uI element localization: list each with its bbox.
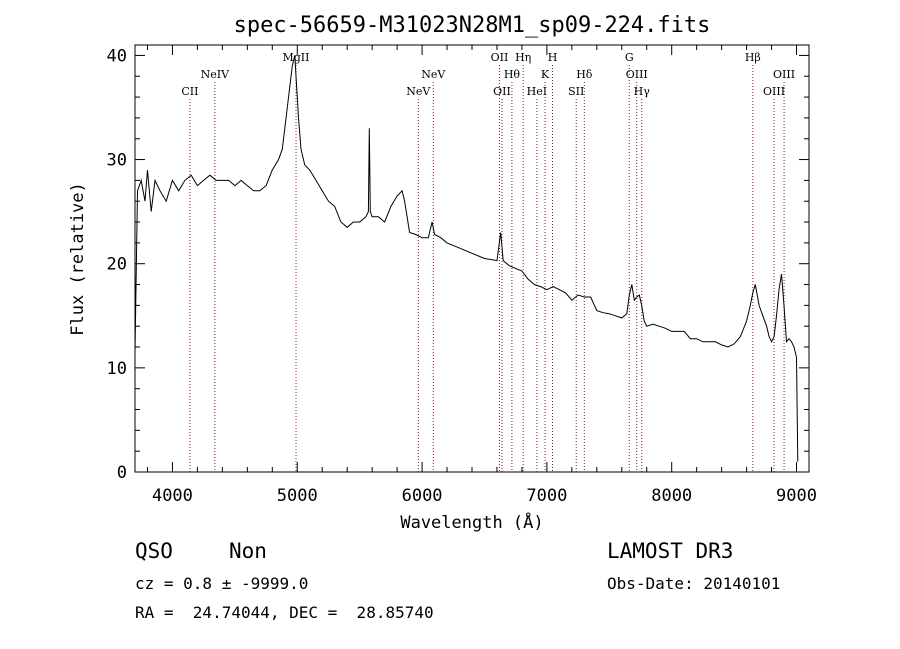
spectral-line-label: OII xyxy=(491,51,509,64)
spectrum-line xyxy=(134,55,799,462)
spectral-line-label: NeIV xyxy=(201,68,230,81)
chart-title: spec-56659-M31023N28M1_sp09-224.fits xyxy=(234,13,711,38)
object-subclass: Non xyxy=(229,539,267,563)
spectral-line-label: CII xyxy=(181,85,198,98)
x-tick-label: 4000 xyxy=(152,486,193,506)
y-tick-label: 40 xyxy=(107,46,127,66)
x-axis-label: Wavelength (Å) xyxy=(400,511,543,533)
spectral-line-label: OIII xyxy=(763,85,785,98)
spectral-line-label: OIII xyxy=(626,68,648,81)
x-tick-label: 8000 xyxy=(651,486,692,506)
redshift-info: cz = 0.8 ± -9999.0 xyxy=(135,574,309,593)
x-tick-label: 5000 xyxy=(277,486,318,506)
object-class: QSO xyxy=(135,539,173,563)
spectral-line-label: SII xyxy=(568,85,584,98)
spectral-line-label: G xyxy=(625,51,634,64)
y-tick-label: 20 xyxy=(107,255,127,275)
spectral-line-label: OIII xyxy=(773,68,795,81)
spectral-line-label: HeI xyxy=(527,85,547,98)
spectral-line-label: NeV xyxy=(406,85,431,98)
plot-frame xyxy=(134,44,810,473)
spectral-line-label: MgII xyxy=(283,51,310,64)
spectral-line-label: Hδ xyxy=(576,68,593,81)
spectral-line-label: Hγ xyxy=(634,85,651,98)
x-tick-label: 6000 xyxy=(402,486,443,506)
x-tick-label: 9000 xyxy=(776,486,817,506)
survey-name: LAMOST DR3 xyxy=(607,539,734,563)
spectral-line-label: Hβ xyxy=(745,51,761,64)
spectral-line-label: OII xyxy=(493,85,511,98)
y-tick-label: 10 xyxy=(107,359,127,379)
y-axis-label: Flux (relative) xyxy=(68,182,88,336)
x-tick-label: 7000 xyxy=(526,486,567,506)
y-tick-label: 0 xyxy=(117,463,127,483)
spectral-line-label: NeV xyxy=(421,68,446,81)
obs-date: Obs-Date: 20140101 xyxy=(607,574,781,593)
y-tick-label: 30 xyxy=(107,151,127,171)
spectral-line-label: H xyxy=(548,51,558,64)
coordinates: RA = 24.74044, DEC = 28.85740 xyxy=(135,603,434,622)
spectral-line-label: Hθ xyxy=(504,68,521,81)
spectral-line-label: K xyxy=(541,68,550,81)
spectral-line-label: Hη xyxy=(515,51,531,64)
